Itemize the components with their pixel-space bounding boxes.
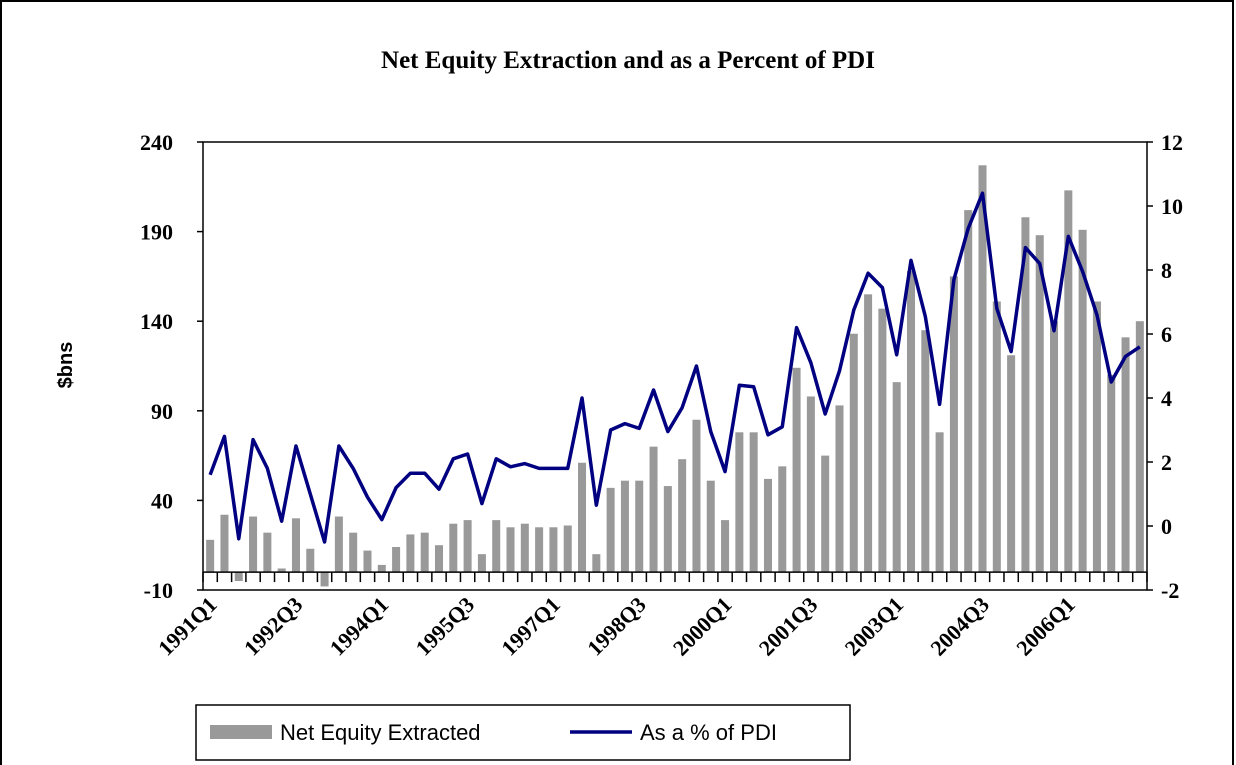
bar bbox=[492, 520, 501, 573]
bar bbox=[978, 165, 987, 573]
bar bbox=[349, 532, 358, 573]
bar bbox=[206, 539, 215, 573]
bar bbox=[906, 271, 916, 573]
bar bbox=[520, 523, 529, 573]
bar bbox=[1121, 337, 1130, 573]
bar bbox=[363, 550, 372, 573]
bar bbox=[506, 527, 515, 573]
bar bbox=[1107, 374, 1116, 573]
bar bbox=[578, 462, 587, 573]
y2-tick-label: 0 bbox=[1161, 514, 1172, 539]
y-tick-label: 40 bbox=[151, 488, 173, 513]
bar bbox=[377, 564, 386, 573]
bar bbox=[692, 419, 701, 573]
bar bbox=[420, 532, 429, 573]
y-tick-label: 90 bbox=[151, 399, 173, 424]
plot-area bbox=[202, 141, 1148, 591]
y2-tick-label: 10 bbox=[1161, 194, 1183, 219]
bar bbox=[763, 478, 772, 573]
bar bbox=[778, 466, 787, 573]
y-axis-label: $bns bbox=[55, 342, 77, 389]
bar bbox=[1078, 229, 1087, 573]
bar bbox=[992, 301, 1001, 573]
y-tick-label: 140 bbox=[140, 309, 173, 334]
bar bbox=[835, 405, 844, 573]
bar bbox=[864, 294, 873, 573]
y2-tick-label: 4 bbox=[1161, 386, 1172, 411]
bar bbox=[849, 333, 858, 573]
y-tick-label: -10 bbox=[144, 578, 173, 603]
y-tick-label: 240 bbox=[140, 130, 173, 155]
bar bbox=[306, 548, 315, 573]
bar bbox=[878, 308, 887, 573]
y-tick-label: 190 bbox=[140, 220, 173, 245]
bar bbox=[806, 396, 815, 573]
bar bbox=[449, 523, 458, 573]
bar bbox=[949, 276, 958, 573]
bar bbox=[249, 516, 258, 573]
bar bbox=[721, 520, 730, 573]
bar bbox=[406, 534, 415, 573]
bar bbox=[291, 518, 300, 573]
legend bbox=[195, 704, 851, 761]
legend-swatch bbox=[210, 725, 272, 739]
bar bbox=[1050, 321, 1059, 573]
y2-tick-label: 8 bbox=[1161, 258, 1172, 283]
legend-label: As a % of PDI bbox=[640, 720, 777, 745]
bar bbox=[663, 486, 672, 573]
bar bbox=[921, 330, 930, 573]
legend-label: Net Equity Extracted bbox=[280, 720, 481, 745]
bar bbox=[234, 572, 243, 582]
bar bbox=[592, 554, 601, 573]
chart-title: Net Equity Extraction and as a Percent o… bbox=[381, 47, 875, 74]
bar bbox=[620, 480, 629, 573]
bar bbox=[263, 532, 272, 573]
bar bbox=[706, 480, 715, 573]
bar bbox=[1021, 217, 1030, 573]
bar bbox=[606, 487, 615, 573]
bar bbox=[735, 432, 744, 573]
line bbox=[208, 191, 1141, 544]
bar bbox=[892, 382, 901, 573]
bar bbox=[563, 525, 572, 573]
y2-tick-label: -2 bbox=[1161, 578, 1179, 603]
y2-tick-label: 12 bbox=[1161, 130, 1183, 155]
bar bbox=[392, 546, 401, 573]
bar bbox=[334, 516, 343, 573]
bar bbox=[649, 446, 658, 573]
bar bbox=[1007, 355, 1016, 573]
bar bbox=[535, 527, 544, 573]
bar bbox=[434, 545, 444, 573]
bar bbox=[749, 432, 758, 573]
bar bbox=[1092, 301, 1101, 573]
bar bbox=[477, 554, 486, 573]
y2-tick-label: 6 bbox=[1161, 322, 1172, 347]
bar bbox=[320, 572, 329, 587]
bar bbox=[277, 568, 286, 573]
y2-tick-label: 2 bbox=[1161, 450, 1172, 475]
bar bbox=[1035, 235, 1044, 573]
bar bbox=[792, 367, 801, 573]
bar bbox=[463, 520, 472, 573]
bar bbox=[220, 514, 229, 573]
bar bbox=[635, 480, 644, 573]
bar bbox=[964, 210, 973, 573]
bar bbox=[935, 432, 944, 573]
bar bbox=[678, 459, 687, 573]
bar bbox=[549, 527, 558, 573]
bar bbox=[1135, 321, 1144, 573]
bar bbox=[821, 455, 830, 573]
bar bbox=[1064, 190, 1073, 573]
